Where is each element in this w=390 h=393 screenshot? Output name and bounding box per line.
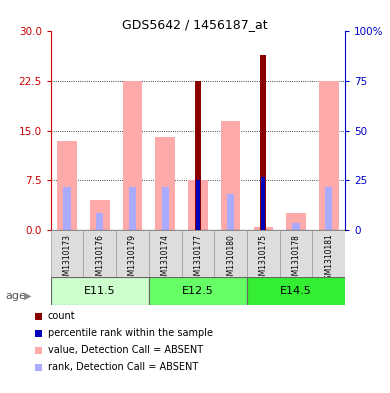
Bar [51,230,83,277]
Bar [214,230,247,277]
Bar [280,230,312,277]
Bar [221,121,241,230]
Bar [286,213,306,230]
Text: age: age [6,290,27,301]
Text: GSM1310173: GSM1310173 [62,234,71,285]
Text: count: count [48,311,76,321]
Bar [149,277,247,305]
Text: rank, Detection Call = ABSENT: rank, Detection Call = ABSENT [48,362,198,372]
Bar [247,277,345,305]
Bar [123,81,142,230]
Bar [247,230,280,277]
Bar [129,187,136,230]
Bar [325,187,332,230]
Bar [195,81,201,230]
Bar [116,230,149,277]
Bar [312,230,345,277]
Text: GSM1310181: GSM1310181 [324,234,333,285]
Bar [196,180,200,230]
Bar [227,193,234,230]
Bar [83,230,116,277]
Text: GSM1310176: GSM1310176 [95,234,104,285]
Text: percentile rank within the sample: percentile rank within the sample [48,328,213,338]
Text: value, Detection Call = ABSENT: value, Detection Call = ABSENT [48,345,203,355]
Text: ▶: ▶ [24,290,32,301]
Text: GSM1310177: GSM1310177 [193,234,202,285]
Text: GSM1310178: GSM1310178 [292,234,301,285]
Text: E11.5: E11.5 [84,286,115,296]
Bar [254,227,273,230]
Bar [261,177,265,230]
Bar [96,213,103,230]
Bar [261,55,266,230]
Text: GSM1310180: GSM1310180 [226,234,235,285]
Bar [51,277,149,305]
Bar [182,230,214,277]
Bar [149,230,182,277]
Bar [188,180,208,230]
Bar [90,200,110,230]
Text: E14.5: E14.5 [280,286,312,296]
Bar [292,223,300,230]
Bar [57,141,77,230]
Bar [319,81,339,230]
Text: GDS5642 / 1456187_at: GDS5642 / 1456187_at [122,18,268,31]
Bar [155,137,175,230]
Bar [64,187,71,230]
Text: GSM1310179: GSM1310179 [128,234,137,285]
Text: GSM1310175: GSM1310175 [259,234,268,285]
Bar [161,187,169,230]
Text: GSM1310174: GSM1310174 [161,234,170,285]
Text: E12.5: E12.5 [182,286,214,296]
